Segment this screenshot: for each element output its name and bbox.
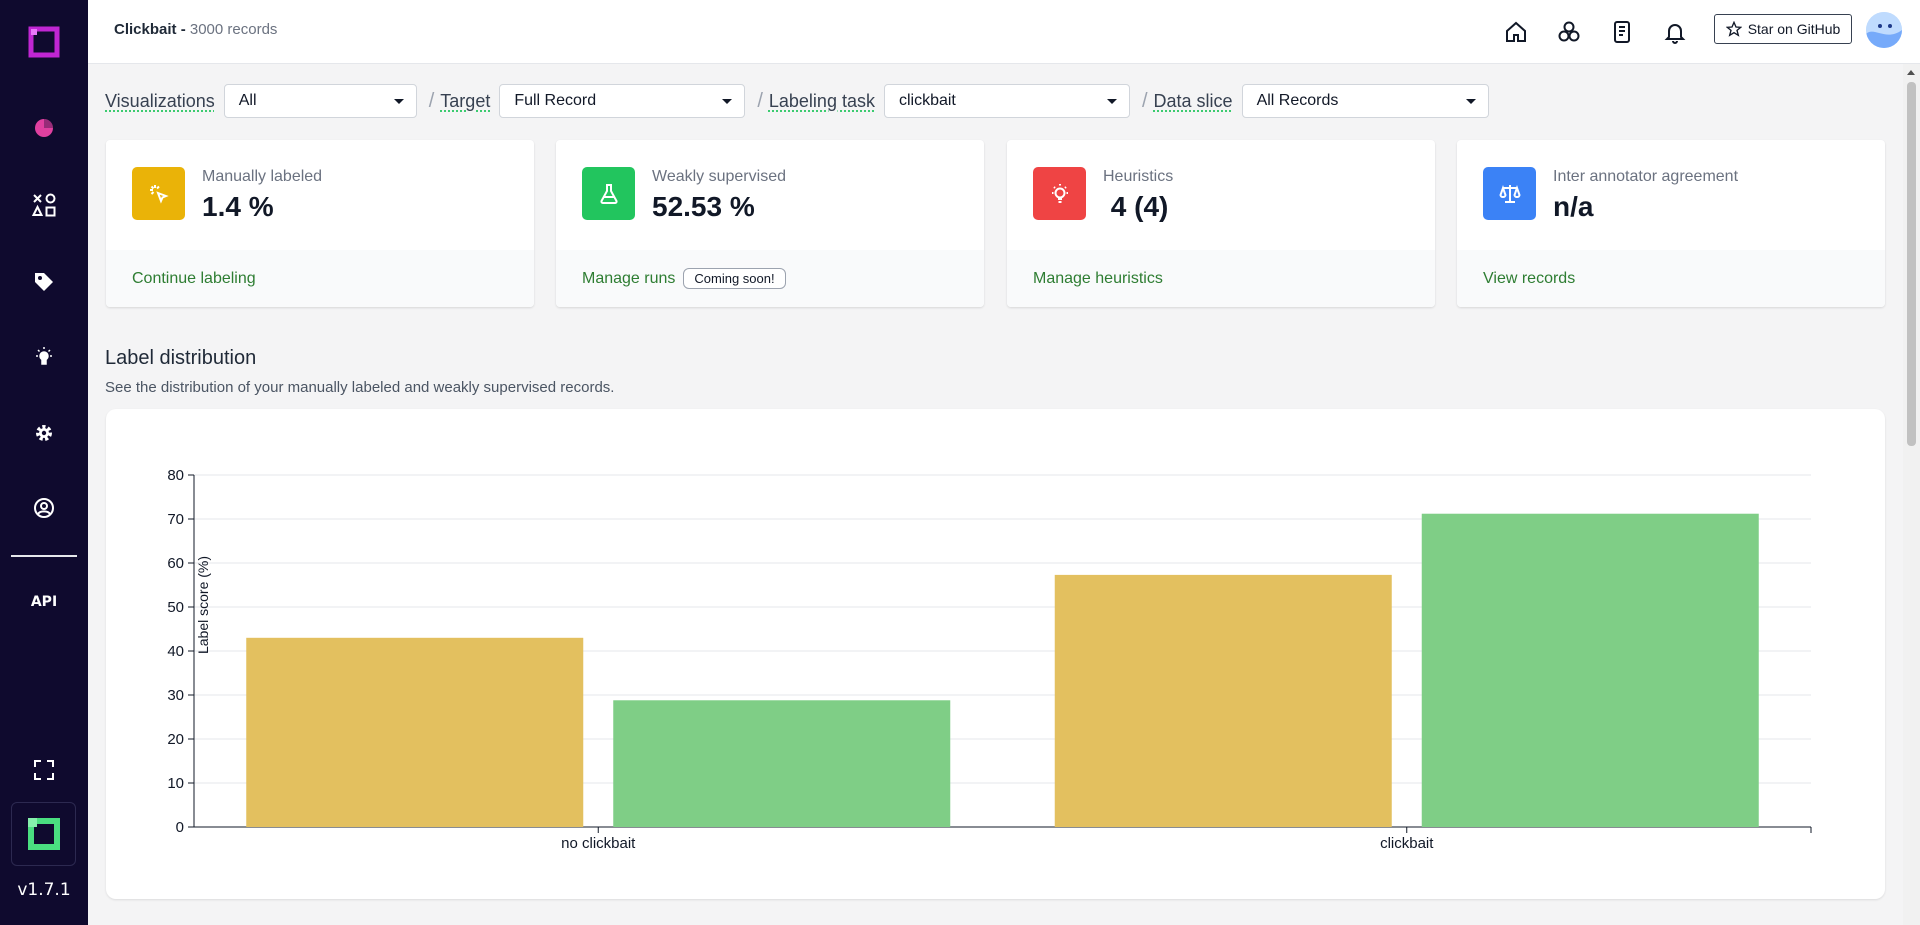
home-icon[interactable] (1500, 16, 1532, 48)
card-value: 1.4 % (202, 191, 274, 222)
card-label: Weakly supervised (652, 168, 786, 185)
logo-icon[interactable] (0, 22, 88, 62)
labeling-icon[interactable] (0, 262, 88, 302)
chevron-down-icon (722, 98, 733, 104)
scale-icon (1483, 167, 1536, 220)
chevron-down-icon (393, 98, 404, 104)
x-tick-label: clickbait (1380, 835, 1434, 852)
section-title: Label distribution (105, 347, 257, 369)
visualizations-select[interactable]: All (223, 84, 417, 118)
flask-icon (582, 167, 635, 220)
top-bar: Clickbait - 3000 records Star on GitHub (88, 0, 1920, 64)
target-select[interactable]: Full Record (499, 84, 746, 118)
card-footer: Manage heuristics (1007, 250, 1435, 307)
y-axis-label: Label score (%) (195, 556, 211, 654)
scroll-up-icon[interactable] (1907, 70, 1915, 75)
api-link[interactable]: API (30, 594, 58, 610)
card-label: Inter annotator agreement (1553, 168, 1739, 185)
circles-icon[interactable] (1553, 16, 1585, 48)
data-slice-value: All Records (1256, 92, 1339, 109)
target-label: Target (440, 90, 491, 111)
star-icon (1725, 21, 1742, 37)
bar (246, 637, 584, 827)
bell-icon[interactable] (1659, 16, 1691, 48)
refinery-logo (11, 802, 76, 866)
y-tick-label: 50 (167, 599, 184, 616)
data-slice-select[interactable]: All Records (1241, 84, 1489, 118)
coming-soon-badge: Coming soon! (683, 268, 786, 289)
y-tick-label: 10 (167, 775, 184, 792)
settings-icon[interactable] (0, 413, 88, 453)
x-tick-label: no clickbait (561, 835, 636, 852)
y-tick-label: 0 (176, 819, 184, 836)
manage-runs-link[interactable]: Manage runs (582, 269, 676, 287)
manually-labeled-card: Manually labeled 1.4 % Continue labeling (106, 140, 534, 307)
title-separator: - (176, 21, 190, 38)
version-label: v1.7.1 (17, 880, 71, 900)
labeling-task-value: clickbait (898, 92, 956, 109)
card-footer: Manage runs Coming soon! (556, 250, 984, 307)
user-icon[interactable] (0, 488, 88, 528)
heuristics-card: Heuristics 4 (4) Manage heuristics (1007, 140, 1435, 307)
y-tick-label: 60 (167, 555, 184, 572)
fullscreen-icon[interactable] (0, 750, 88, 790)
record-count: 3000 records (189, 21, 278, 38)
bar (1421, 513, 1759, 827)
view-records-link[interactable]: View records (1483, 269, 1576, 287)
bulb-icon (1033, 167, 1086, 220)
scrollbar[interactable] (1903, 64, 1920, 925)
star-button-label: Star on GitHub (1747, 21, 1841, 37)
y-tick-label: 40 (167, 643, 184, 660)
card-label: Heuristics (1103, 168, 1174, 185)
scroll-thumb[interactable] (1907, 82, 1916, 446)
bar (1054, 574, 1392, 827)
visualizations-value: All (238, 92, 257, 109)
heuristics-icon[interactable] (0, 337, 88, 377)
filter-separator: / (1141, 89, 1148, 112)
label-distribution-chart-panel: 0 10 20 30 40 50 60 70 80 Label score (%) no click… (106, 409, 1885, 899)
manage-heuristics-link[interactable]: Manage heuristics (1033, 269, 1163, 287)
document-icon[interactable] (1606, 16, 1638, 48)
star-on-github-button[interactable]: Star on GitHub (1714, 14, 1852, 44)
inter-annotator-agreement-card: Inter annotator agreement n/a View recor… (1457, 140, 1885, 307)
weakly-supervised-card: Weakly supervised 52.53 % Manage runs Co… (556, 140, 984, 307)
chevron-down-icon (1465, 98, 1476, 104)
y-tick-label: 70 (167, 511, 184, 528)
target-value: Full Record (514, 92, 597, 109)
y-tick-label: 20 (167, 731, 184, 748)
sidebar: API v1.7.1 (0, 0, 88, 925)
continue-labeling-link[interactable]: Continue labeling (132, 269, 256, 287)
filter-bar: Visualizations All / Target Full Record … (105, 84, 1489, 118)
project-title: Clickbait - 3000 records (114, 21, 277, 38)
data-browser-icon[interactable] (0, 185, 88, 225)
avatar[interactable] (1866, 12, 1902, 48)
y-tick-label: 80 (167, 467, 184, 484)
sidebar-divider (11, 555, 77, 557)
section-subtitle: See the distribution of your manually la… (105, 379, 615, 396)
project-name: Clickbait (114, 21, 177, 38)
filter-separator: / (757, 89, 763, 112)
bar (613, 700, 951, 827)
card-value: n/a (1553, 191, 1594, 222)
y-tick-label: 30 (167, 687, 184, 704)
card-footer: Continue labeling (106, 250, 534, 307)
data-slice-label: Data slice (1153, 90, 1233, 111)
card-value: 4 (4) (1103, 191, 1169, 222)
filter-separator: / (428, 89, 435, 112)
labeling-task-label: Labeling task (768, 90, 875, 111)
card-footer: View records (1457, 250, 1885, 307)
labeling-task-select[interactable]: clickbait (883, 84, 1130, 118)
label-distribution-chart: 0 10 20 30 40 50 60 70 80 Label score (%) no click… (167, 467, 1812, 852)
visualizations-label: Visualizations (105, 90, 215, 111)
overview-icon[interactable] (0, 108, 88, 148)
card-label: Manually labeled (202, 168, 323, 185)
card-value: 52.53 % (652, 191, 755, 222)
chevron-down-icon (1106, 98, 1117, 104)
cursor-click-icon (132, 167, 185, 220)
